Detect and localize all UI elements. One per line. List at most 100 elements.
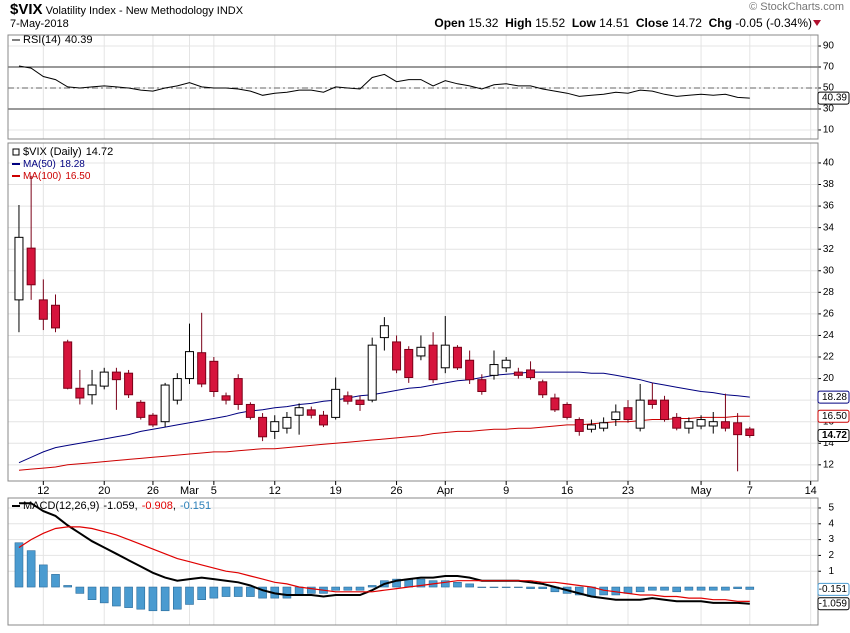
candle-body bbox=[38, 299, 48, 320]
copyright: © StockCharts.com bbox=[749, 1, 844, 13]
y-tick-label: 50 bbox=[823, 83, 835, 94]
histogram-bar bbox=[440, 580, 450, 588]
candle-body bbox=[599, 422, 609, 429]
value: (-0.34%) bbox=[765, 16, 812, 30]
value-tag bbox=[817, 390, 850, 404]
candle-body bbox=[501, 359, 511, 369]
histogram-bar bbox=[708, 586, 718, 591]
value-tag-label: 14.72 bbox=[822, 430, 847, 441]
value: 15.52 bbox=[535, 16, 566, 30]
candle-body bbox=[63, 341, 73, 389]
candle-body bbox=[733, 422, 743, 436]
legend-value: 18.28 bbox=[60, 159, 85, 170]
candle-body bbox=[720, 421, 730, 429]
candle-body bbox=[197, 352, 207, 385]
candle-body bbox=[489, 364, 499, 376]
x-tick-label: 26 bbox=[147, 485, 159, 497]
x-tick-label: 14 bbox=[805, 485, 817, 497]
histogram-bar bbox=[514, 586, 523, 588]
line bbox=[18, 526, 750, 602]
x-tick-label: 19 bbox=[330, 485, 342, 497]
y-tick-label: 4 bbox=[828, 518, 834, 529]
panels: 1030507090121416182022242628303234363840… bbox=[7, 34, 850, 626]
candle-body bbox=[160, 384, 170, 423]
y-tick-label: 32 bbox=[823, 244, 835, 255]
legend: MA(50) 18.28 bbox=[23, 159, 85, 170]
candle-body bbox=[526, 369, 536, 378]
value-tag bbox=[817, 91, 850, 105]
histogram-bar bbox=[696, 586, 706, 591]
candle-body bbox=[51, 304, 61, 329]
value-tag bbox=[817, 409, 850, 423]
candle-body bbox=[87, 384, 97, 396]
panel-border bbox=[7, 497, 819, 626]
legend: MA(100) 16.50 bbox=[23, 171, 91, 182]
candle-body bbox=[696, 419, 706, 427]
candle-body bbox=[136, 401, 146, 418]
panel bbox=[8, 35, 818, 139]
histogram-bar bbox=[221, 586, 231, 597]
histogram-bar bbox=[392, 578, 401, 588]
histogram-bar bbox=[282, 586, 292, 599]
histogram-bar bbox=[331, 586, 340, 591]
candle-body bbox=[367, 344, 377, 401]
value-tag bbox=[817, 597, 850, 611]
y-tick-label: 26 bbox=[823, 309, 835, 320]
histogram-bar bbox=[648, 586, 657, 591]
y-tick-label: 34 bbox=[823, 222, 835, 233]
x-tick-label: 12 bbox=[37, 485, 49, 497]
x-tick-label: May bbox=[691, 485, 712, 497]
legend-name: $VIX (Daily) bbox=[23, 146, 82, 158]
histogram-bar bbox=[721, 586, 730, 591]
histogram-bar bbox=[112, 586, 121, 607]
histogram-bar bbox=[148, 586, 158, 612]
candle-body bbox=[611, 411, 621, 421]
candle-body bbox=[221, 395, 231, 401]
histogram-bar bbox=[489, 586, 499, 588]
candle-body bbox=[172, 378, 182, 401]
x-tick-label: 16 bbox=[561, 485, 573, 497]
histogram-bar bbox=[465, 583, 474, 588]
candle-body bbox=[452, 346, 462, 369]
histogram-bar bbox=[51, 574, 60, 588]
y-tick-label: 30 bbox=[823, 104, 835, 115]
y-tick-label: 40 bbox=[823, 158, 835, 169]
histogram-bar bbox=[672, 586, 682, 593]
y-tick-label: 22 bbox=[823, 352, 835, 363]
histogram-bar bbox=[124, 586, 133, 608]
y-tick-label: 28 bbox=[823, 287, 835, 298]
histogram-bar bbox=[87, 586, 97, 600]
histogram-bar bbox=[526, 586, 535, 589]
histogram-bar bbox=[246, 586, 255, 597]
symbol: $VIX bbox=[10, 1, 43, 18]
candle-body bbox=[111, 371, 121, 381]
candle-body bbox=[708, 421, 718, 427]
candle-body bbox=[343, 395, 353, 402]
legend-value: -0.908 bbox=[142, 500, 173, 512]
histogram-bar bbox=[574, 586, 584, 596]
candle-body bbox=[647, 399, 657, 405]
y-tick-label: 2 bbox=[828, 550, 834, 561]
candle-body bbox=[623, 407, 633, 421]
candle-body bbox=[684, 421, 694, 429]
x-tick-label: 5 bbox=[211, 485, 217, 497]
line bbox=[18, 65, 750, 99]
candle-body bbox=[148, 414, 158, 426]
histogram-bar bbox=[63, 585, 72, 588]
x-tick-label: 9 bbox=[503, 485, 509, 497]
y-tick-label: 38 bbox=[823, 179, 835, 190]
legend-value: 40.39 bbox=[65, 34, 93, 46]
candle-body bbox=[209, 360, 219, 393]
value-tag bbox=[817, 429, 850, 443]
label: Chg bbox=[708, 16, 732, 30]
candle-body bbox=[440, 344, 450, 369]
candle-body bbox=[99, 371, 109, 387]
title-line: $VIX Volatility Index - New Methodology … bbox=[10, 1, 243, 18]
legend: MACD(12,26,9) -1.059, -0.908, -0.151 bbox=[23, 500, 211, 512]
legend-name: MACD(12,26,9) bbox=[23, 500, 99, 512]
histogram-bar bbox=[343, 586, 353, 591]
candle-body bbox=[75, 387, 85, 399]
candle-body bbox=[538, 381, 548, 396]
y-tick-label: 10 bbox=[823, 125, 835, 136]
